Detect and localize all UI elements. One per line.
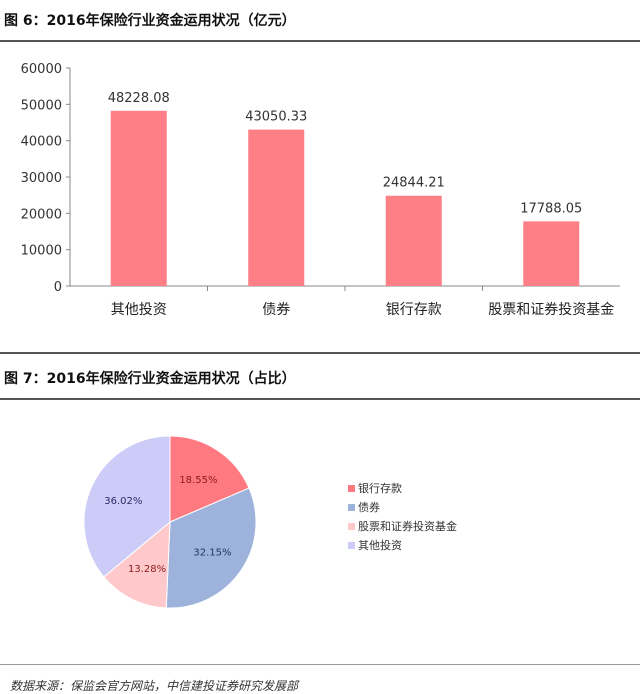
x-tick-label: 股票和证券投资基金 bbox=[488, 301, 614, 318]
x-tick-label: 银行存款 bbox=[386, 302, 442, 318]
x-tick-label: 债券 bbox=[262, 302, 290, 318]
pie-data-label: 18.55% bbox=[179, 475, 217, 486]
y-tick-label: 10000 bbox=[21, 244, 62, 259]
source-note: 数据来源：保监会官方网站，中信建投证券研究发展部 bbox=[10, 679, 299, 693]
pie-slice-2 bbox=[103, 520, 171, 609]
pie-data-label: 13.28% bbox=[128, 564, 166, 575]
divider bbox=[0, 40, 640, 42]
y-tick-label: 50000 bbox=[21, 98, 62, 113]
y-tick-label: 0 bbox=[54, 280, 62, 295]
legend-label: 其他投资 bbox=[358, 538, 402, 552]
legend-label: 股票和证券投资基金 bbox=[358, 519, 457, 533]
pie-data-label: 36.02% bbox=[104, 496, 142, 507]
bar-data-label: 43050.33 bbox=[245, 110, 307, 125]
x-tick-label: 其他投资 bbox=[111, 302, 167, 318]
bar-data-label: 24844.21 bbox=[383, 176, 445, 191]
bar-3 bbox=[523, 221, 580, 286]
bar-data-label: 17788.05 bbox=[520, 201, 582, 216]
pie-slice-1 bbox=[165, 487, 257, 609]
y-tick-label: 20000 bbox=[21, 207, 62, 222]
bar-0 bbox=[110, 110, 167, 287]
pie-slice-0 bbox=[169, 435, 250, 523]
bar-1 bbox=[248, 129, 305, 286]
legend-swatch bbox=[348, 523, 355, 530]
legend-label: 银行存款 bbox=[358, 481, 402, 495]
y-tick-label: 30000 bbox=[21, 171, 62, 186]
divider bbox=[0, 664, 640, 665]
bar-data-label: 48228.08 bbox=[108, 91, 170, 106]
y-tick-label: 60000 bbox=[21, 62, 62, 77]
pie-slice-3 bbox=[83, 435, 171, 578]
pie-data-label: 32.15% bbox=[193, 547, 231, 558]
legend-swatch bbox=[348, 504, 355, 511]
divider bbox=[0, 398, 640, 400]
legend-label: 债券 bbox=[358, 500, 380, 514]
divider bbox=[0, 352, 640, 354]
bar-chart-title: 图 6：2016年保险行业资金运用状况（亿元） bbox=[4, 13, 296, 29]
legend-swatch bbox=[348, 542, 355, 549]
pie-chart-title: 图 7：2016年保险行业资金运用状况（占比） bbox=[4, 371, 296, 387]
legend-swatch bbox=[348, 485, 355, 492]
y-tick-label: 40000 bbox=[21, 135, 62, 150]
bar-2 bbox=[385, 195, 442, 286]
